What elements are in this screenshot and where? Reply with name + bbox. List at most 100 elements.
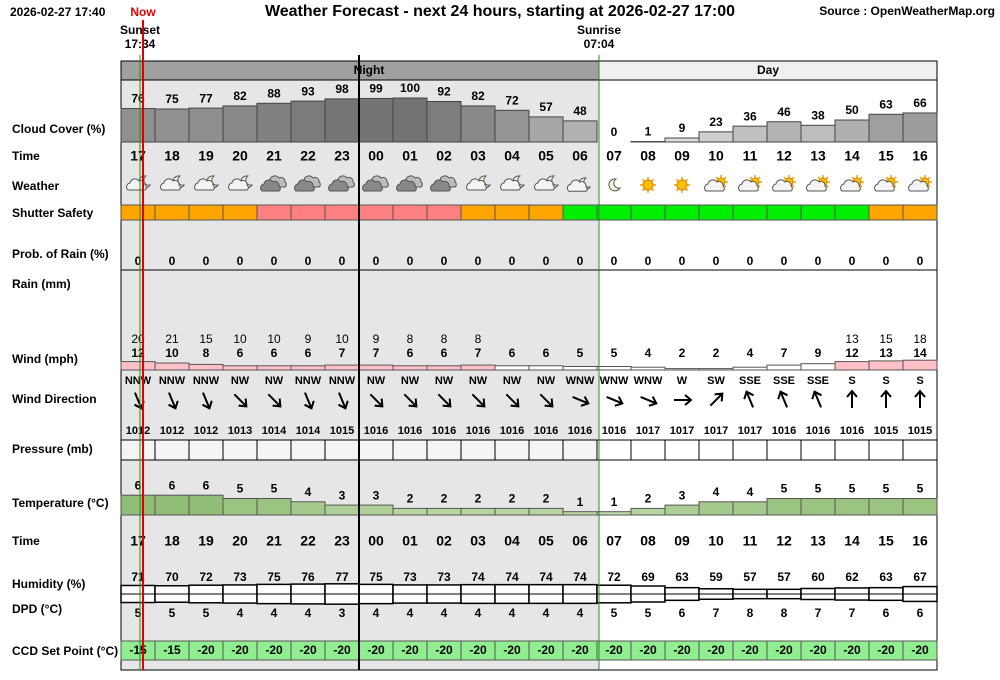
temperature-value: 5 <box>883 482 890 496</box>
temperature-value: 2 <box>543 492 550 506</box>
ccd-value: -15 <box>129 643 147 657</box>
dpd-value: 4 <box>407 606 414 620</box>
sun-ray <box>641 178 645 182</box>
dpd-value: 5 <box>135 606 142 620</box>
wind-speed: 6 <box>305 346 312 360</box>
pressure-cell <box>630 439 666 461</box>
weather-icon <box>466 175 492 191</box>
humidity-value: 62 <box>845 570 859 584</box>
weather-icon <box>840 175 864 192</box>
wind-arrow <box>777 390 788 408</box>
shutter-cell <box>732 204 768 221</box>
wind-direction: WNW <box>600 375 629 387</box>
rain-probability: 0 <box>917 254 924 268</box>
hour: 11 <box>743 533 758 549</box>
wind-direction: W <box>677 375 688 387</box>
wind-direction: S <box>882 375 889 387</box>
hour: 04 <box>504 533 520 549</box>
hour: 05 <box>538 533 554 549</box>
wind-speed: 7 <box>339 346 346 360</box>
hour: 09 <box>674 148 690 164</box>
hour: 10 <box>708 533 724 549</box>
pressure-value: 1017 <box>704 425 728 437</box>
cloud-value: 99 <box>369 82 383 96</box>
cloud-value: 82 <box>471 89 485 103</box>
pressure-value: 1016 <box>534 425 558 437</box>
pressure-value: 1016 <box>602 425 626 437</box>
temperature-bar <box>630 507 666 516</box>
cloud-bar <box>562 120 598 143</box>
sun-ray <box>749 176 753 180</box>
row-label: Wind (mph) <box>12 352 78 366</box>
temperature-value: 4 <box>305 485 312 499</box>
ccd-value: -20 <box>435 643 453 657</box>
humidity-value: 59 <box>709 570 723 584</box>
wind-bar <box>698 368 734 371</box>
temperature-bar <box>698 501 734 516</box>
pressure-value: 1012 <box>160 425 184 437</box>
pressure-cell <box>766 439 802 461</box>
shutter-cell <box>562 204 598 221</box>
pressure-cell <box>188 439 224 461</box>
temperature-bar <box>766 498 802 516</box>
wind-bar <box>290 365 326 371</box>
weather-icon <box>608 178 622 192</box>
pressure-value: 1017 <box>670 425 694 437</box>
pressure-cell <box>290 439 326 461</box>
wind-arrow <box>811 390 822 408</box>
cloud <box>430 179 451 192</box>
temperature-bar <box>222 498 258 516</box>
rain-probability: 0 <box>781 254 788 268</box>
ccd-value: -20 <box>537 643 555 657</box>
hour: 13 <box>810 533 826 549</box>
hour: 21 <box>266 533 282 549</box>
shutter-cell <box>868 204 904 221</box>
shutter-cell <box>290 204 326 221</box>
cloud-value: 77 <box>199 91 213 105</box>
ccd-value: -20 <box>367 643 385 657</box>
temperature-value: 4 <box>747 485 754 499</box>
sun-ray <box>893 184 897 188</box>
wind-gust: 9 <box>373 332 380 346</box>
wind-bar <box>154 362 190 371</box>
cloud-value: 46 <box>777 105 791 119</box>
cloud-value: 92 <box>437 85 451 99</box>
cloud-value: 9 <box>679 121 686 135</box>
wind-arrow <box>880 389 892 408</box>
wind-arrow <box>674 394 693 406</box>
cloud <box>840 179 861 192</box>
pressure-value: 1012 <box>194 425 218 437</box>
row-label: Shutter Safety <box>12 206 94 220</box>
weather-icon <box>396 175 423 192</box>
wind-direction: NW <box>231 375 250 387</box>
wind-bar <box>460 364 496 371</box>
pressure-value: 1014 <box>296 425 321 437</box>
weather-icon <box>534 175 560 191</box>
wind-bar <box>834 361 870 371</box>
shutter-cell <box>222 204 258 221</box>
temperature-value: 6 <box>135 478 142 492</box>
wind-gust: 13 <box>845 332 859 346</box>
wind-bar <box>494 365 530 371</box>
sunset-label: Sunset <box>120 23 160 37</box>
ccd-cell <box>902 640 938 661</box>
cloud-bar <box>664 137 700 143</box>
hour: 02 <box>436 148 452 164</box>
hour: 03 <box>470 533 486 549</box>
weather-icon <box>640 177 656 193</box>
temperature-bar <box>732 501 768 516</box>
hour: 18 <box>164 533 180 549</box>
ccd-value: -20 <box>843 643 861 657</box>
temperature-value: 5 <box>781 482 788 496</box>
temperature-value: 5 <box>237 482 244 496</box>
temperature-value: 3 <box>339 488 346 502</box>
row-label: Pressure (mb) <box>12 442 93 456</box>
hour: 01 <box>402 148 418 164</box>
wind-speed: 6 <box>407 346 414 360</box>
humidity-value: 74 <box>471 570 485 584</box>
hour: 07 <box>606 148 622 164</box>
cloud <box>260 179 281 192</box>
temperature-bar <box>494 507 530 516</box>
pressure-value: 1017 <box>636 425 660 437</box>
wind-bar <box>222 365 258 371</box>
